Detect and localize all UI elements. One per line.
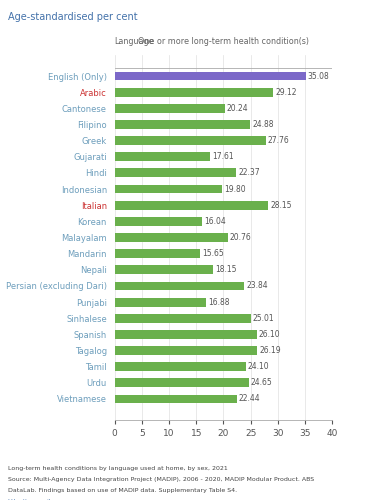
Bar [115,330,257,339]
Text: Age-standardised per cent: Age-standardised per cent [8,12,137,22]
Text: 17.61: 17.61 [213,152,234,162]
Text: 19.80: 19.80 [225,184,246,194]
Text: 20.76: 20.76 [230,233,251,242]
Text: http://www.aihw.gov.au: http://www.aihw.gov.au [8,499,81,500]
Bar [115,249,200,258]
Text: 26.19: 26.19 [259,346,281,355]
Text: 23.84: 23.84 [246,282,268,290]
Bar [115,346,257,355]
Bar [115,152,210,161]
Text: Long-term health conditions by language used at home, by sex, 2021: Long-term health conditions by language … [8,466,227,471]
Text: 24.10: 24.10 [248,362,270,371]
Text: 29.12: 29.12 [275,88,297,96]
Bar [115,314,251,322]
Bar [115,184,222,194]
Bar [115,201,268,209]
Text: Language: Language [114,37,154,46]
Text: 20.24: 20.24 [227,104,249,113]
Bar [115,233,228,242]
Bar [115,168,236,177]
Bar [115,88,273,96]
Bar [115,217,202,226]
Bar [115,120,250,129]
Text: 16.88: 16.88 [209,298,230,306]
Text: 26.10: 26.10 [259,330,280,339]
Text: 24.88: 24.88 [252,120,274,129]
Text: 16.04: 16.04 [204,217,226,226]
Text: 28.15: 28.15 [270,200,291,209]
Text: 35.08: 35.08 [308,72,330,80]
Text: 22.37: 22.37 [238,168,260,177]
Text: Source: Multi-Agency Data Integration Project (MADIP), 2006 - 2020, MADIP Modula: Source: Multi-Agency Data Integration Pr… [8,477,314,482]
Bar [115,104,225,113]
Text: 24.65: 24.65 [251,378,273,388]
Bar [115,266,214,274]
Text: 25.01: 25.01 [253,314,275,322]
Bar [115,136,266,145]
Text: One or more long-term health condition(s): One or more long-term health condition(s… [138,37,309,46]
Bar [115,298,207,306]
Text: 15.65: 15.65 [202,249,224,258]
Text: 22.44: 22.44 [239,394,261,404]
Bar [115,362,246,371]
Text: 18.15: 18.15 [215,266,237,274]
Text: DataLab. Findings based on use of MADIP data. Supplementary Table S4.: DataLab. Findings based on use of MADIP … [8,488,237,493]
Bar [115,282,244,290]
Text: 27.76: 27.76 [268,136,290,145]
Bar [115,378,249,388]
Bar [115,394,237,404]
Bar [115,72,306,80]
